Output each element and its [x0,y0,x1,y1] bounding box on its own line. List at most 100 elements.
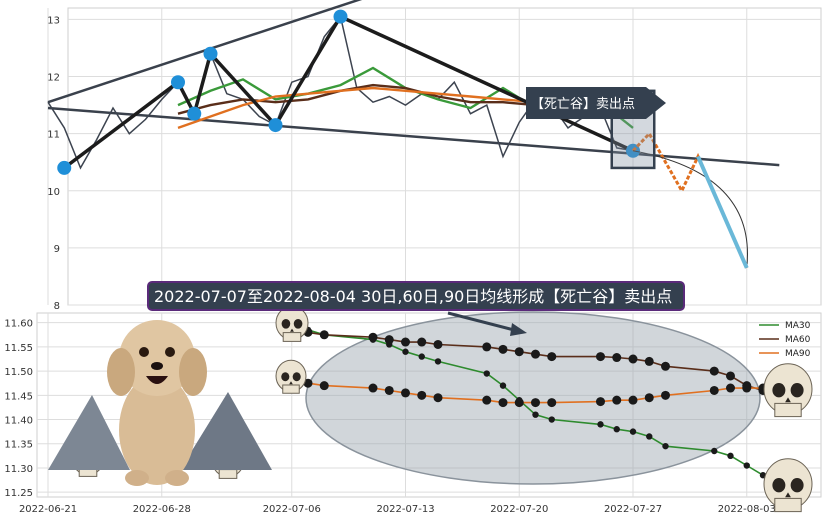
ma90-point [628,395,638,405]
ma90-point [319,381,329,391]
price-y-tick: 9 [54,244,60,255]
ma-y-tick: 11.35 [4,440,33,451]
pivot-point [203,46,218,61]
ma30-point [418,353,425,360]
ma60-point [482,342,492,352]
pivot-point [187,106,202,121]
ma90-point [368,383,378,393]
ma30-point [646,433,653,440]
legend-label-ma90: MA90 [785,349,811,359]
price-y-tick: 10 [47,187,60,198]
x-tick: 2022-07-06 [263,504,321,515]
ma60-point [417,337,427,347]
ma90-point [384,385,394,395]
ma30-point [727,452,734,460]
ma60-point [661,361,670,371]
x-tick: 2022-06-28 [133,504,191,515]
pivot-point [333,9,348,24]
poodle-illustration [48,320,272,486]
pivot-point [171,75,185,90]
ma60-point [531,349,540,359]
ma-y-tick: 11.60 [4,319,33,330]
ma30-point [548,416,555,423]
legend-label-ma60: MA60 [785,335,811,345]
ma60-point [514,347,524,357]
banner-pointer [447,311,523,334]
ma-y-tick: 11.50 [4,367,33,378]
ma-plot [303,326,768,479]
skull-icon [275,359,307,394]
ma30-point [629,428,637,435]
ma60-point [319,330,329,340]
ma-y-tick: 11.40 [4,416,33,427]
ma-y-tick: 11.25 [4,488,33,499]
ma30-point [597,421,604,428]
poodle-left-ear-icon [107,348,135,396]
ma90-point [596,397,605,407]
ma90-point [726,383,735,393]
x-tick: 2022-07-20 [490,504,548,515]
ma30-point [711,447,718,455]
pivot-point [268,118,283,133]
ma30-point [402,348,409,355]
poodle-head-icon [119,320,195,396]
ma90-point [709,385,719,395]
ma90-point [433,393,443,403]
x-axis: 2022-06-21 2022-06-28 2022-07-06 2022-07-13… [19,504,776,515]
ma-y-tick: 11.55 [4,343,33,354]
ma90-point [612,395,622,405]
ma30-point [743,462,750,469]
lower-trendline [47,106,780,167]
ma60-point [726,371,735,381]
price-y-axis: 8 9 10 11 12 13 [47,15,60,312]
projection-target-line [696,155,749,269]
price-y-tick: 13 [47,15,60,26]
ma30-point [613,426,620,433]
death-valley-callout[interactable]: 【死亡谷】卖出点 [526,87,666,119]
ma60-point [709,366,719,376]
ma60-point [644,356,654,366]
ma90-point [417,390,427,400]
ma60-point [612,353,622,363]
ma90-point [644,393,654,403]
ma-y-axis: 11.25 11.30 11.35 11.40 11.45 11.50 11.55 11.60 [4,319,33,499]
price-grid [47,8,821,306]
ma30-point [483,370,490,377]
ma30-point [662,442,669,450]
ma90-point [661,390,670,400]
x-tick: 2022-07-13 [376,504,434,515]
price-panel [67,7,822,306]
ma30-point [532,411,539,418]
ma90-point [498,398,508,408]
price-y-tick: 12 [47,73,60,84]
ma60-point [384,335,394,345]
ma90-point [742,383,752,393]
ma90-point [514,398,524,408]
ma60-point [628,354,638,364]
projection-line [631,131,749,269]
ma30-point [499,382,507,389]
ma90-point [531,398,540,408]
x-tick: 2022-06-21 [19,504,77,515]
ma60-point [547,352,557,362]
pivot-point [57,160,72,175]
price-y-tick: 11 [47,130,60,141]
ma-y-tick: 11.45 [4,391,33,402]
price-y-tick: 8 [54,301,60,312]
banner-pointer-head-icon [510,323,527,336]
skull-icon [275,305,309,342]
x-tick: 2022-07-27 [604,504,662,515]
x-tick: 2022-08-03 [718,504,776,515]
ma90-point [482,395,492,405]
poodle-right-ear-icon [179,348,207,396]
upper-trendline [47,0,363,104]
skull-icon [763,458,813,513]
skull-icon [763,363,813,418]
projection-arc [632,150,748,268]
banner-text: 2022-07-07至2022-08-04 30日,60日,90日均线形成【死亡… [154,287,672,306]
ma90-point [547,398,557,408]
ma60-point [596,352,605,362]
ma30-point [434,358,442,365]
callout-label: 【死亡谷】卖出点 [531,97,635,112]
